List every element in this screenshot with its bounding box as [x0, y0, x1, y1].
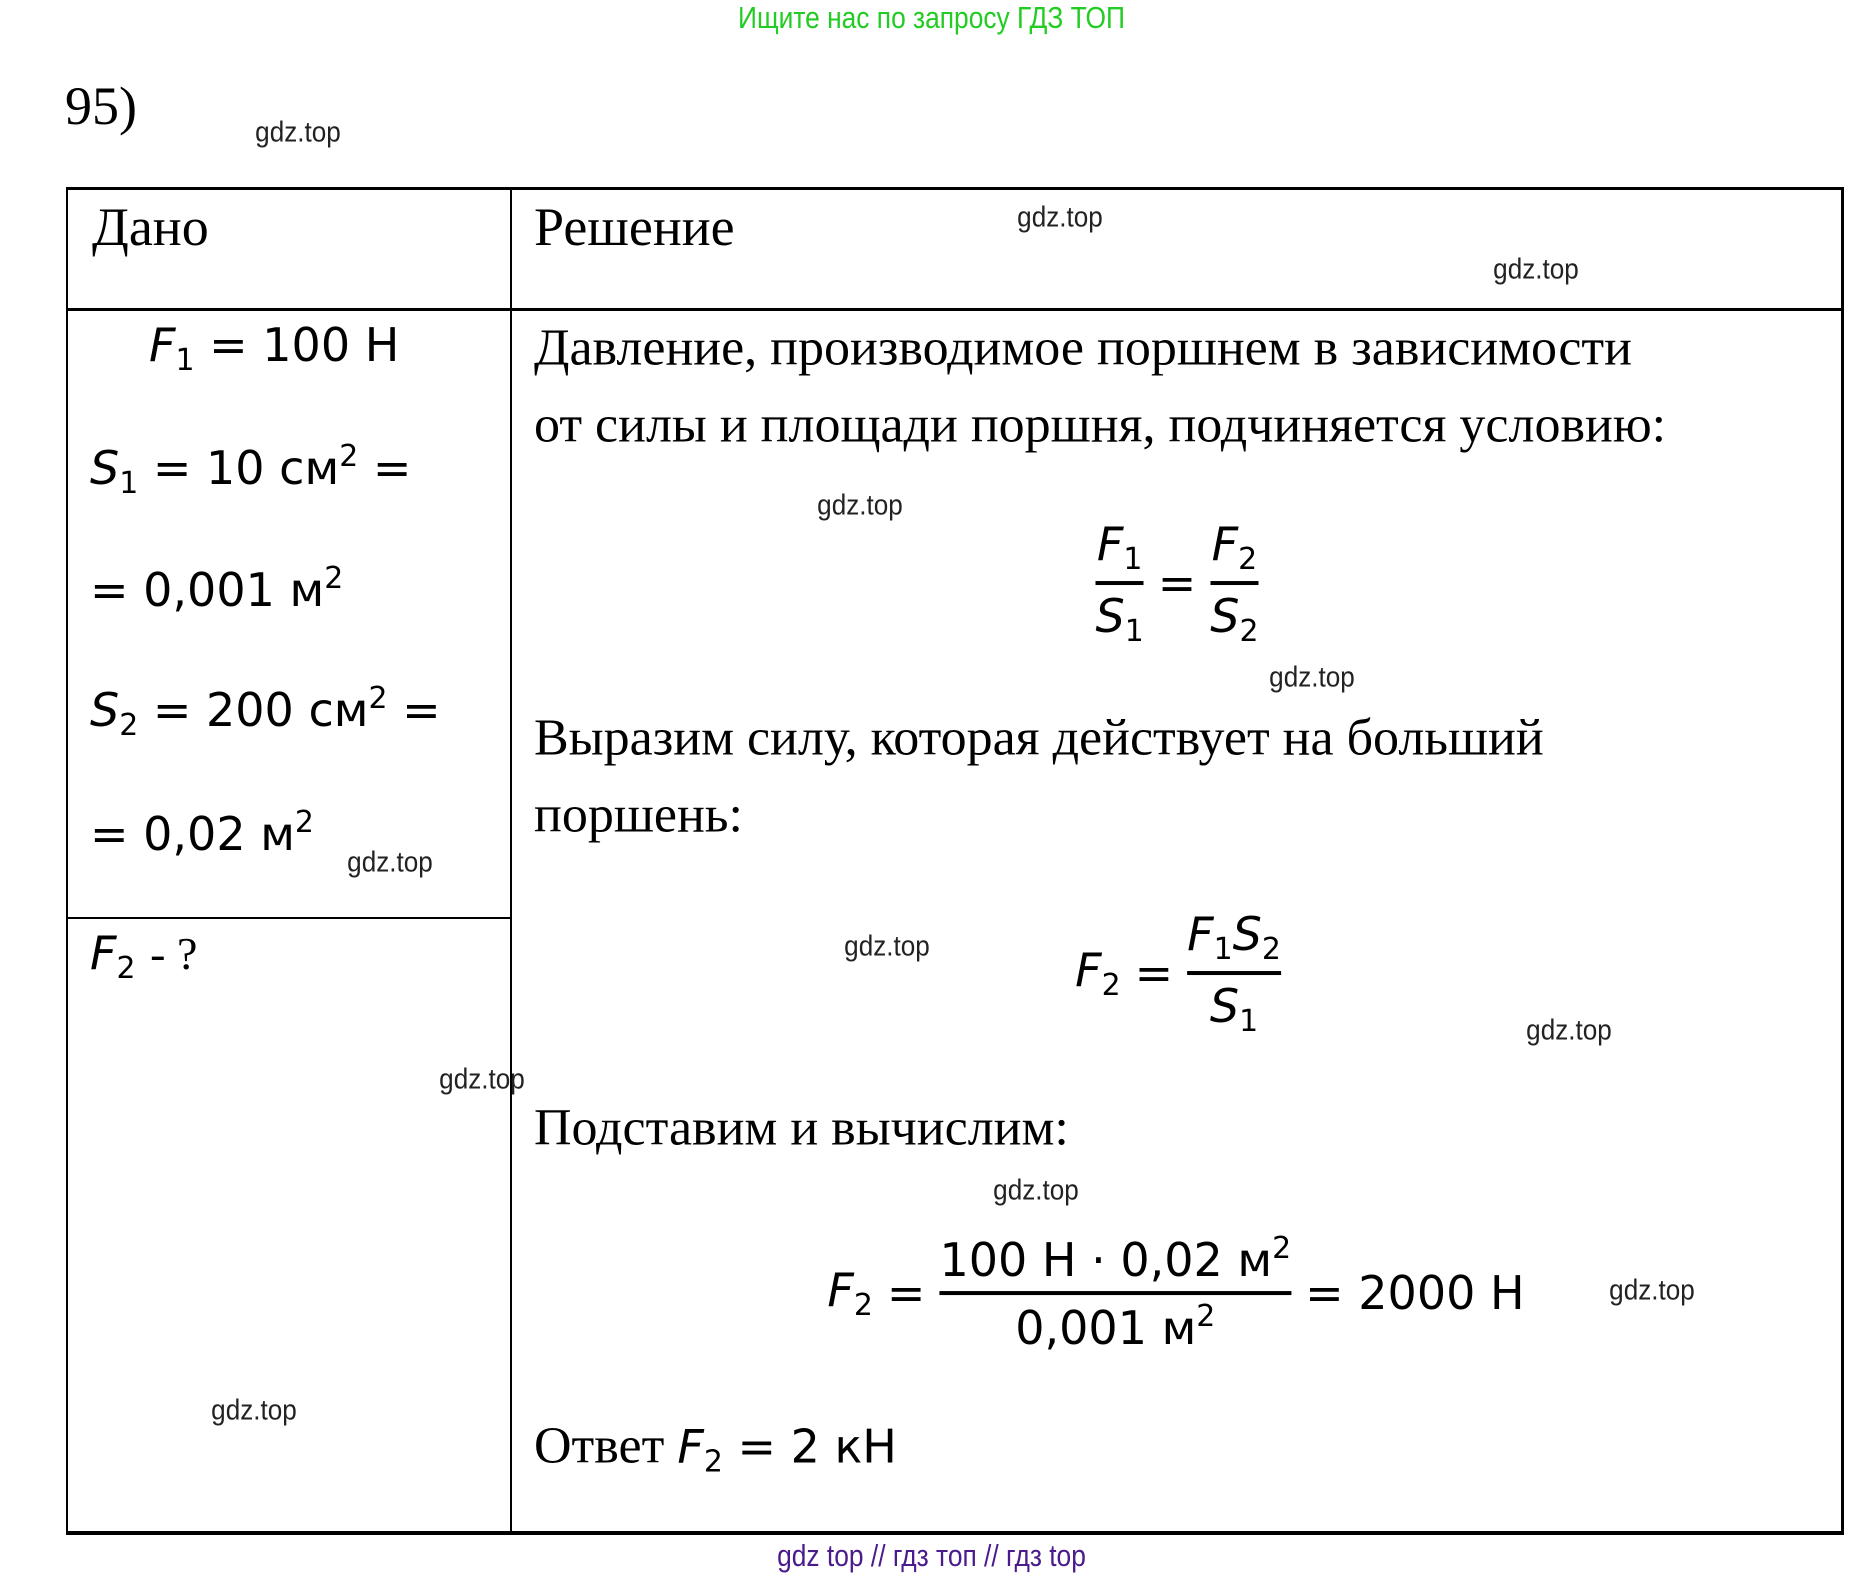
watermark: gdz.top [993, 1174, 1079, 1207]
find-f2: F2 - ? [90, 926, 198, 986]
solution-header: Решение [534, 197, 735, 257]
watermark: gdz.top [255, 116, 341, 149]
formula-f2-expression: F2 = F1S2 S1 [1075, 907, 1281, 1039]
given-s1: S1 = 10 см2 = [90, 439, 412, 501]
watermark: gdz.top [1609, 1274, 1695, 1307]
watermark: gdz.top [1269, 661, 1355, 694]
given-s1-si: = 0,001 м2 [90, 561, 344, 617]
watermark: gdz.top [1493, 253, 1579, 286]
answer: Ответ F2 = 2 кН [534, 1417, 897, 1480]
watermark: gdz.top [211, 1394, 297, 1427]
watermark: gdz.top [347, 846, 433, 879]
formula-pressure-equality: F1 S1 = F2 S2 [1095, 517, 1259, 649]
problem-number: 95) [65, 76, 137, 136]
column-divider [510, 187, 512, 1535]
solution-line-3: Выразим силу, которая действует на больш… [534, 709, 1544, 767]
watermark: gdz.top [1526, 1014, 1612, 1047]
footer-links[interactable]: gdz top // гдз топ // гдз top [777, 1538, 1086, 1573]
table-border-top [67, 187, 1843, 190]
table-border-right [1841, 187, 1844, 1535]
given-find-divider [67, 917, 511, 919]
formula-calculation: F2 = 100 Н · 0,02 м2 0,001 м2 = 2000 Н [827, 1231, 1525, 1355]
watermark: gdz.top [817, 489, 903, 522]
table-border-left [66, 187, 68, 1535]
given-s2: S2 = 200 см2 = [90, 681, 441, 743]
solution-line-4: поршень: [534, 786, 743, 844]
solution-line-1: Давление, производимое поршнем в зависим… [534, 319, 1632, 377]
watermark: gdz.top [439, 1063, 525, 1096]
header-divider [67, 308, 1843, 311]
given-f1: F1 = 100 Н [149, 318, 400, 378]
solution-line-2: от силы и площади поршня, подчиняется ус… [534, 396, 1667, 454]
search-banner[interactable]: Ищите нас по запросу ГДЗ ТОП [738, 0, 1125, 35]
given-header: Дано [92, 197, 209, 257]
watermark: gdz.top [844, 930, 930, 963]
watermark: gdz.top [1017, 201, 1103, 234]
given-s2-si: = 0,02 м2 [90, 805, 314, 861]
solution-line-5: Подставим и вычислим: [534, 1099, 1069, 1157]
table-border-bottom [67, 1531, 1843, 1535]
